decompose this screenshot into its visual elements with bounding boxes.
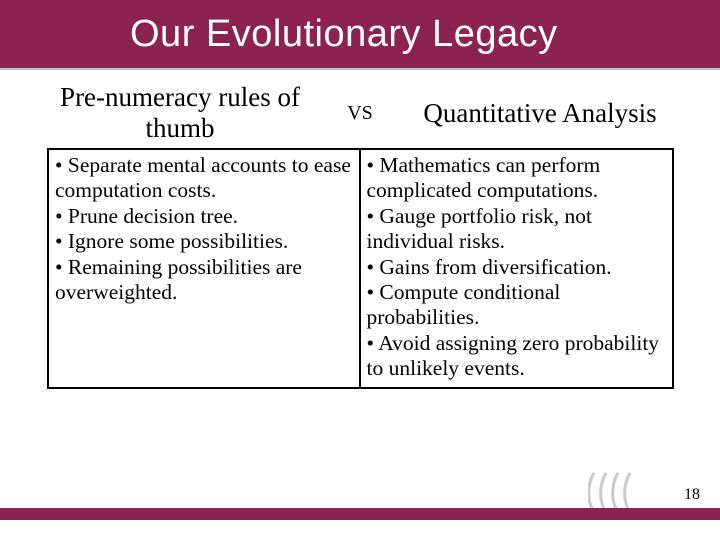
left-bullet: • Remaining possibilities are overweight… [55,255,353,306]
page-number: 18 [684,486,700,504]
right-bullet: • Mathematics can perform complicated co… [367,153,667,204]
title-underline [0,68,720,70]
right-bullet: • Gains from diversification. [367,255,667,280]
right-bullet: • Gauge portfolio risk, not individual r… [367,204,667,255]
left-bullet: • Ignore some possibilities. [55,229,353,254]
vs-label: VS [330,102,390,125]
column-headers-row: Pre-numeracy rules of thumb VS Quantitat… [50,82,670,144]
left-column: • Separate mental accounts to ease compu… [49,150,361,387]
title-bar: Our Evolutionary Legacy [0,0,720,68]
left-bullet: • Separate mental accounts to ease compu… [55,153,353,204]
right-bullet: • Compute conditional probabilities. [367,280,667,331]
slide-title: Our Evolutionary Legacy [130,13,558,56]
comparison-table: • Separate mental accounts to ease compu… [47,148,674,389]
right-column: • Mathematics can perform complicated co… [361,150,673,387]
comparison-block: Pre-numeracy rules of thumb VS Quantitat… [50,82,670,389]
footer-bar [0,508,720,520]
left-column-header: Pre-numeracy rules of thumb [50,82,310,144]
right-bullet: • Avoid assigning zero probability to un… [367,331,667,382]
left-bullet: • Prune decision tree. [55,204,353,229]
right-column-header: Quantitative Analysis [410,98,670,129]
slide: Our Evolutionary Legacy Pre-numeracy rul… [0,0,720,540]
